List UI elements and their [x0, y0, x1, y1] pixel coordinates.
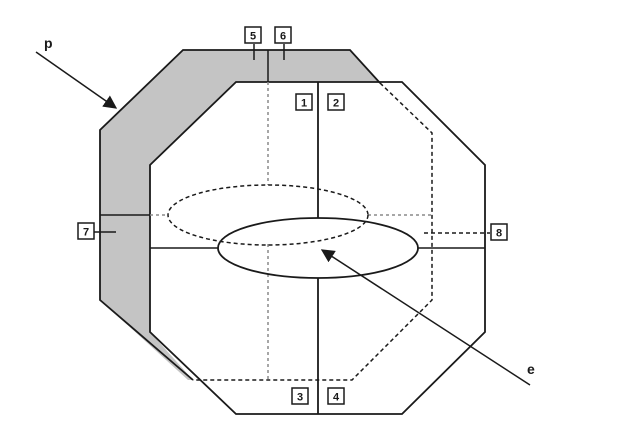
- shaded-back-region: [100, 50, 378, 380]
- front-octagon-outline: [149, 81, 486, 415]
- svg-text:1: 1: [301, 98, 307, 110]
- label-box-4: 4: [327, 387, 345, 405]
- back-octagon-hidden-edges: [193, 82, 433, 381]
- back-octagon-outline: [99, 49, 381, 381]
- label-box-3: 3: [291, 387, 309, 405]
- svg-text:3: 3: [297, 392, 303, 404]
- svg-text:5: 5: [250, 31, 256, 43]
- label-box-2: 2: [327, 93, 345, 111]
- label-box-7: 7: [77, 222, 95, 240]
- svg-text:4: 4: [333, 392, 340, 404]
- label-box-1: 1: [295, 93, 313, 111]
- label-box-6: 6: [274, 26, 292, 44]
- svg-text:8: 8: [496, 228, 502, 240]
- label-box-8: 8: [490, 223, 508, 241]
- letter-p: p: [44, 35, 53, 51]
- back-ellipse: [167, 184, 369, 246]
- svg-text:6: 6: [280, 31, 286, 43]
- front-ellipse: [217, 217, 419, 279]
- svg-text:2: 2: [333, 98, 339, 110]
- label-box-5: 5: [244, 26, 262, 44]
- arrow-e: [320, 249, 531, 386]
- letter-e: e: [527, 361, 535, 377]
- svg-text:7: 7: [83, 227, 89, 239]
- arrow-p: [35, 51, 118, 109]
